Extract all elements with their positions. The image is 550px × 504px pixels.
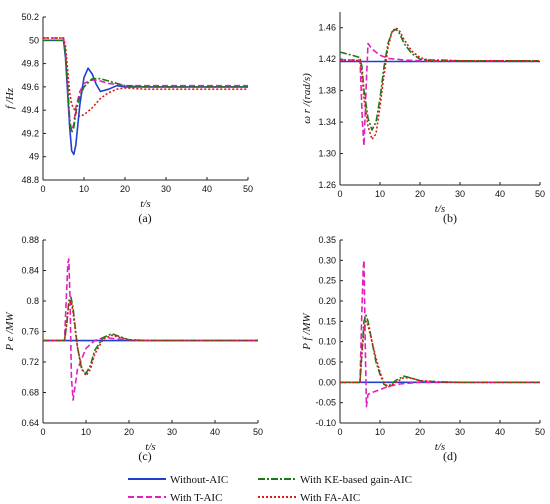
series-line-with-ke-based-gain-aic bbox=[43, 39, 248, 134]
x-tick-label: 40 bbox=[495, 189, 505, 199]
panel-label: (a) bbox=[138, 211, 151, 225]
y-tick-label: 49 bbox=[29, 152, 39, 162]
legend: Without-AIC With KE-based gain-AIC With T-… bbox=[128, 474, 412, 504]
y-tick-label: 1.38 bbox=[318, 86, 336, 96]
x-tick-label: 30 bbox=[167, 427, 177, 437]
series-line-with-fa-aic bbox=[43, 300, 258, 377]
x-tick-label: 0 bbox=[337, 427, 342, 437]
panel-c: 0 10 20 30 40 50 0.64 0.68 0.72 0.76 0.8 0.84 0.88 t/… bbox=[4, 235, 263, 463]
series-line-with-fa-aic bbox=[43, 37, 248, 117]
x-tick-label: 40 bbox=[210, 427, 220, 437]
y-tick-label: -0.05 bbox=[315, 398, 336, 408]
y-tick-label: -0.10 bbox=[315, 418, 336, 428]
legend-label: With KE-based gain-AIC bbox=[300, 474, 412, 486]
y-tick-label: 0.88 bbox=[21, 235, 39, 245]
y-tick-label: 0.68 bbox=[21, 388, 39, 398]
legend-item: With FA-AIC bbox=[258, 492, 360, 504]
panel-b: 0 10 20 30 40 50 1.26 1.30 1.34 1.38 1.42 1.46 t/s ω … bbox=[301, 12, 545, 225]
y-axis-label: P e /MW bbox=[4, 312, 16, 352]
legend-label: With T-AIC bbox=[170, 492, 222, 504]
x-tick-label: 30 bbox=[455, 427, 465, 437]
series-line-without-aic bbox=[43, 39, 248, 156]
x-tick-label: 20 bbox=[415, 189, 425, 199]
y-tick-label: 0.64 bbox=[21, 418, 39, 428]
x-tick-label: 30 bbox=[161, 184, 171, 194]
y-tick-label: 0.84 bbox=[21, 266, 39, 276]
panel-label: (b) bbox=[443, 211, 457, 225]
panel-a: 0 10 20 30 40 50 48.8 49 49.2 49.4 49.6 49.8 50 50.2 t… bbox=[4, 12, 253, 225]
series-line-with-t-aic bbox=[43, 37, 248, 132]
series-line-with-fa-aic bbox=[340, 320, 540, 389]
y-tick-label: 0.10 bbox=[318, 337, 336, 347]
series-line-with-t-aic bbox=[340, 42, 540, 147]
series-line-with-fa-aic bbox=[340, 26, 540, 141]
series-line-with-t-aic bbox=[43, 258, 258, 401]
x-tick-label: 20 bbox=[124, 427, 134, 437]
x-tick-label: 10 bbox=[375, 427, 385, 437]
y-tick-label: 49.2 bbox=[21, 128, 39, 138]
y-tick-label: 1.30 bbox=[318, 149, 336, 159]
y-tick-label: 0.8 bbox=[26, 296, 39, 306]
y-tick-label: 1.26 bbox=[318, 180, 336, 190]
x-tick-label: 30 bbox=[455, 189, 465, 199]
y-tick-label: 50.2 bbox=[21, 12, 39, 22]
y-tick-label: 0.30 bbox=[318, 255, 336, 265]
x-axis-label: t/s bbox=[140, 198, 150, 210]
y-tick-label: 50 bbox=[29, 35, 39, 45]
y-tick-label: 49.4 bbox=[21, 105, 39, 115]
y-tick-label: 0.35 bbox=[318, 235, 336, 245]
legend-item: With KE-based gain-AIC bbox=[258, 474, 412, 486]
y-axis-label: f /Hz bbox=[4, 87, 16, 109]
x-tick-label: 50 bbox=[253, 427, 263, 437]
series-line-with-ke-based-gain-aic bbox=[340, 314, 540, 388]
x-tick-label: 50 bbox=[535, 189, 545, 199]
y-tick-label: 48.8 bbox=[21, 175, 39, 185]
panel-label: (d) bbox=[443, 449, 457, 463]
y-tick-label: 0.00 bbox=[318, 377, 336, 387]
x-axis-label: t/s bbox=[435, 203, 445, 215]
y-tick-label: 1.42 bbox=[318, 54, 336, 64]
y-tick-label: 1.46 bbox=[318, 23, 336, 33]
x-tick-label: 50 bbox=[243, 184, 253, 194]
y-tick-label: 0.76 bbox=[21, 327, 39, 337]
y-tick-label: 49.6 bbox=[21, 82, 39, 92]
y-tick-label: 49.8 bbox=[21, 59, 39, 69]
panel-d: 0 10 20 30 40 50 -0.10 -0.05 0.00 0.05 0.10 0.15 0.2… bbox=[301, 235, 545, 463]
y-axis-label: P f /MW bbox=[301, 312, 313, 350]
x-tick-label: 20 bbox=[415, 427, 425, 437]
legend-label: Without-AIC bbox=[170, 474, 228, 486]
x-axis-label: t/s bbox=[145, 441, 155, 453]
legend-item: Without-AIC bbox=[128, 474, 228, 486]
y-tick-label: 0.72 bbox=[21, 357, 39, 367]
x-tick-label: 10 bbox=[79, 184, 89, 194]
x-tick-label: 0 bbox=[40, 184, 45, 194]
x-tick-label: 50 bbox=[535, 427, 545, 437]
y-tick-label: 0.05 bbox=[318, 357, 336, 367]
x-tick-label: 0 bbox=[337, 189, 342, 199]
x-tick-label: 0 bbox=[40, 427, 45, 437]
series-line-with-ke-based-gain-aic bbox=[339, 28, 540, 131]
legend-item: With T-AIC bbox=[128, 492, 222, 504]
x-tick-label: 20 bbox=[120, 184, 130, 194]
legend-label: With FA-AIC bbox=[300, 492, 360, 504]
x-tick-label: 40 bbox=[495, 427, 505, 437]
x-tick-label: 40 bbox=[202, 184, 212, 194]
x-axis-label: t/s bbox=[435, 441, 445, 453]
x-tick-label: 10 bbox=[81, 427, 91, 437]
y-tick-label: 0.20 bbox=[318, 296, 336, 306]
y-tick-label: 1.34 bbox=[318, 117, 336, 127]
x-tick-label: 10 bbox=[375, 189, 385, 199]
y-tick-label: 0.25 bbox=[318, 276, 336, 286]
panel-label: (c) bbox=[138, 449, 151, 463]
series-line-with-ke-based-gain-aic bbox=[43, 296, 258, 375]
chart-panels: 0 10 20 30 40 50 48.8 49 49.2 49.4 49.6 49.8 50 50.2 t… bbox=[4, 12, 545, 463]
y-axis-label: ω r /(rad/s) bbox=[301, 73, 313, 124]
y-tick-label: 0.15 bbox=[318, 316, 336, 326]
